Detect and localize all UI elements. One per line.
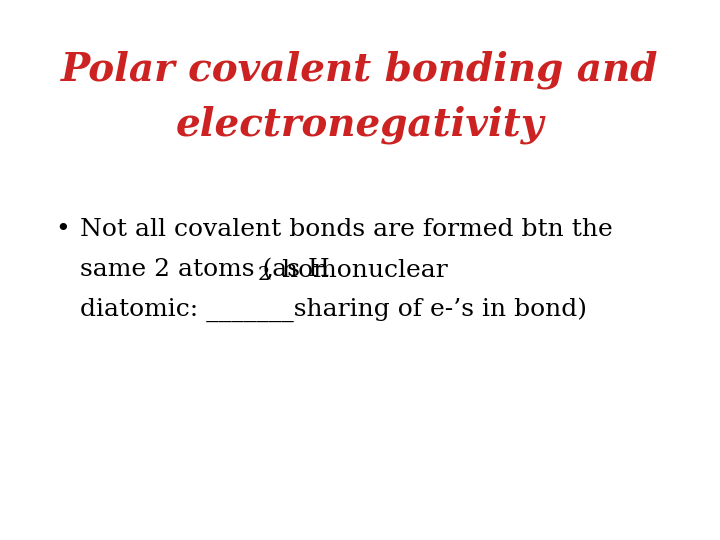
Text: 2: 2: [257, 266, 270, 284]
Text: Polar covalent bonding and: Polar covalent bonding and: [61, 51, 659, 89]
Text: electronegativity: electronegativity: [176, 106, 544, 144]
Text: •: •: [55, 219, 70, 241]
Text: , homonuclear: , homonuclear: [266, 259, 448, 281]
Text: same 2 atoms (as H: same 2 atoms (as H: [80, 259, 330, 281]
Text: Not all covalent bonds are formed btn the: Not all covalent bonds are formed btn th…: [80, 219, 613, 241]
Text: diatomic: _______sharing of e-’s in bond): diatomic: _______sharing of e-’s in bond…: [80, 298, 587, 322]
